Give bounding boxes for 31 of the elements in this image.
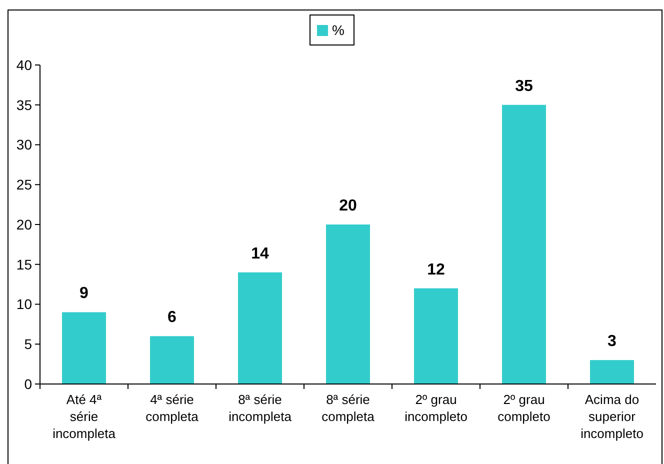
y-tick-label: 30 — [16, 136, 32, 153]
x-tick-label: 4ª série completa — [146, 392, 200, 424]
y-tick-label: 25 — [16, 176, 32, 193]
data-label: 12 — [427, 261, 445, 278]
bar — [62, 312, 106, 384]
bar — [150, 336, 194, 384]
y-tick-label: 40 — [16, 56, 32, 73]
legend-label: % — [332, 22, 344, 38]
data-label: 9 — [80, 285, 89, 302]
data-label: 14 — [251, 245, 269, 262]
x-tick-label: 2º grau completo — [498, 392, 550, 424]
bar — [590, 360, 634, 384]
x-tick-label: Até 4ª série incompleta — [52, 392, 116, 441]
y-tick-label: 15 — [16, 256, 32, 272]
x-tick-label: Acima do superior incompleto — [580, 392, 644, 441]
y-tick-label: 5 — [24, 336, 32, 352]
y-tick-label: 10 — [16, 296, 32, 312]
bar — [414, 288, 458, 384]
bar — [238, 272, 282, 384]
y-tick-label: 35 — [16, 96, 32, 113]
bar — [326, 224, 370, 384]
x-tick-label: 8ª série incompleta — [228, 392, 292, 424]
data-label: 3 — [608, 333, 617, 350]
data-label: 6 — [168, 309, 177, 326]
x-tick-label: 8ª série completa — [322, 392, 376, 424]
x-tick-label: 2º grau incompleto — [404, 392, 468, 424]
y-tick-label: 0 — [24, 376, 32, 392]
y-tick-label: 20 — [16, 216, 32, 232]
data-label: 35 — [515, 78, 533, 95]
data-label: 20 — [339, 198, 357, 214]
bar — [502, 104, 546, 384]
